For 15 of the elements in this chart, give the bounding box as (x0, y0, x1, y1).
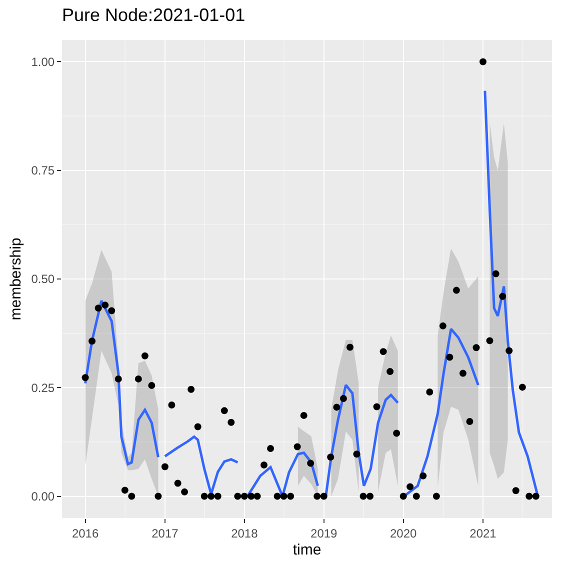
x-axis-title: time (292, 541, 322, 558)
y-tick-label: 0.75 (31, 164, 55, 178)
x-tick-label: 2019 (310, 526, 338, 540)
y-tick-label: 1.00 (31, 54, 55, 69)
y-tick-label: 0.50 (31, 272, 55, 286)
y-tick-label: 0.00 (31, 489, 55, 504)
line-series (84, 299, 160, 466)
y-axis-title: membership (7, 238, 24, 320)
x-tick-label: 2017 (152, 526, 179, 540)
y-tick-label: 0.25 (31, 380, 55, 395)
chart-title: Pure Node:2021-01-01 (62, 5, 246, 26)
x-tick-label: 2016 (72, 526, 99, 540)
x-tick-label: 2018 (231, 526, 258, 540)
x-tick-label: 2021 (470, 526, 497, 540)
x-tick-label: 2020 (390, 526, 417, 540)
